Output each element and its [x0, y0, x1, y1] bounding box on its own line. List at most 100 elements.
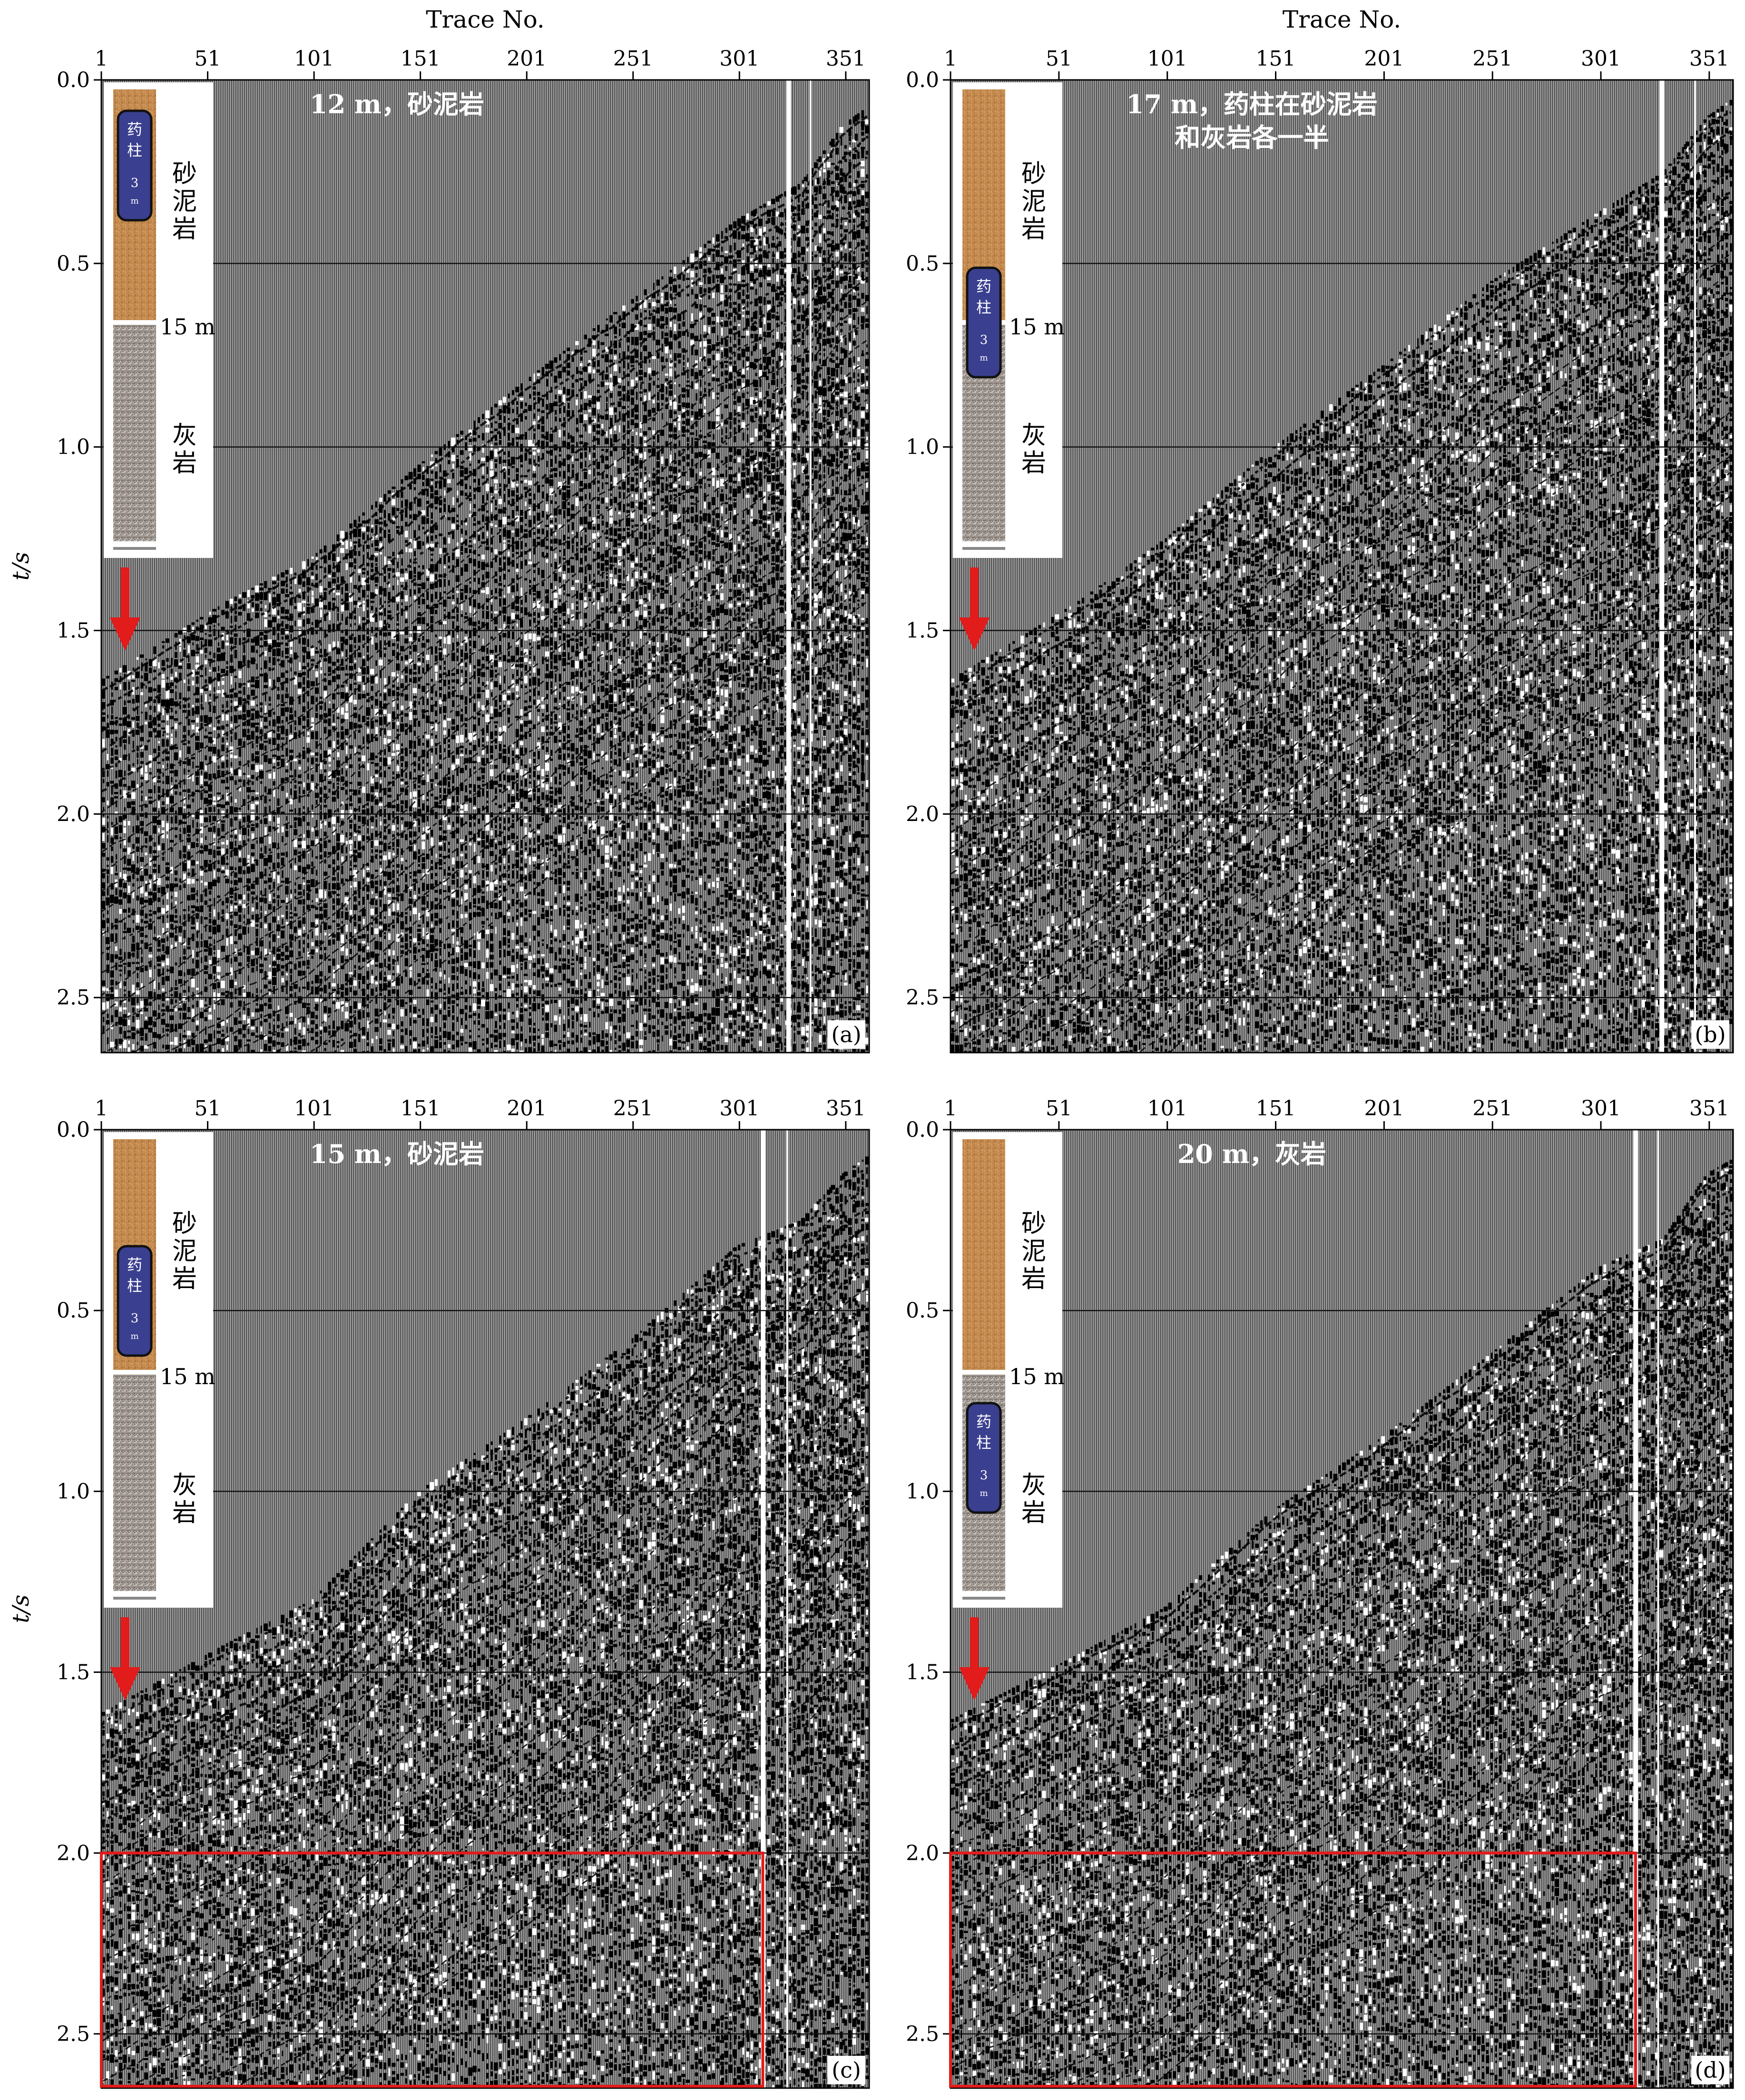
trace-dash: [374, 941, 379, 950]
trace-dash: [451, 805, 456, 811]
trace-dash: [430, 944, 434, 952]
trace-gap: [199, 1000, 204, 1008]
trace-dash: [371, 849, 373, 853]
trace-dash: [366, 1042, 370, 1046]
trace-dash: [366, 885, 370, 892]
trace-gap: [264, 612, 268, 617]
trace-gap: [461, 437, 463, 440]
trace-gap: [285, 922, 288, 925]
trace-dash: [145, 838, 147, 843]
trace-dash: [315, 741, 318, 749]
trace-dash: [208, 659, 212, 661]
trace-dash: [298, 1039, 302, 1044]
trace-dash: [528, 1018, 532, 1025]
trace-gap: [383, 689, 387, 692]
trace-dash: [511, 813, 514, 818]
trace-gap: [524, 819, 528, 823]
trace-dash: [328, 729, 332, 736]
trace-dash: [106, 953, 109, 960]
trace-dash: [439, 835, 442, 840]
trace-gap: [358, 1003, 361, 1009]
trace-dash: [465, 612, 467, 615]
trace-dash: [494, 429, 498, 431]
trace-dash: [405, 675, 408, 683]
trace-dash: [439, 853, 442, 857]
trace-dash: [495, 745, 497, 749]
trace-dash: [306, 893, 310, 900]
trace-dash: [367, 628, 369, 635]
trace-dash: [272, 597, 276, 606]
trace-dash: [477, 487, 481, 492]
trace-dash: [111, 706, 113, 714]
trace-dash: [256, 805, 258, 813]
trace-dash: [191, 888, 196, 893]
trace-dash: [213, 945, 216, 950]
trace-dash: [354, 623, 356, 625]
trace-dash: [246, 1039, 251, 1042]
trace-dash: [251, 1050, 255, 1053]
trace-dash: [281, 737, 284, 740]
trace-dash: [251, 796, 255, 801]
trace-dash: [469, 463, 471, 466]
trace-dash: [255, 680, 259, 688]
trace-dash: [148, 874, 152, 879]
trace-dash: [175, 731, 177, 738]
trace-dash: [490, 636, 493, 639]
trace-dash: [490, 431, 494, 433]
trace-dash: [208, 947, 212, 956]
trace-dash: [230, 915, 233, 919]
trace-dash: [529, 673, 531, 675]
trace-gap: [332, 983, 336, 987]
trace-dash: [247, 694, 250, 700]
trace-gap: [144, 722, 148, 724]
trace-dash: [456, 879, 459, 888]
trace-dash: [507, 557, 510, 566]
trace-dash: [375, 557, 378, 562]
trace-dash: [205, 667, 207, 676]
trace-gap: [405, 661, 408, 664]
trace-gap: [294, 865, 297, 870]
trace-dash: [218, 665, 220, 671]
trace-dash: [418, 1049, 421, 1053]
trace-gap: [179, 750, 182, 758]
trace-dash: [328, 624, 331, 633]
trace-gap: [422, 795, 425, 800]
trace-dash: [153, 728, 157, 733]
trace-dash: [153, 688, 157, 692]
trace-dash: [298, 856, 302, 862]
trace-dash: [238, 878, 242, 883]
trace-gap: [362, 1036, 366, 1039]
trace-dash: [422, 735, 424, 739]
trace-dash: [260, 890, 263, 895]
trace-dash: [290, 921, 293, 929]
trace-dash: [110, 730, 114, 734]
trace-gap: [161, 908, 166, 914]
trace-dash: [478, 635, 480, 638]
trace-dash: [195, 906, 200, 911]
trace-dash: [451, 448, 455, 452]
trace-dash: [478, 872, 480, 875]
trace-dash: [115, 737, 118, 742]
trace-dash: [122, 739, 127, 743]
trace-dash: [354, 841, 356, 849]
trace-dash: [337, 607, 339, 612]
trace-dash: [460, 552, 463, 555]
trace-dash: [371, 626, 373, 633]
trace-dash: [213, 705, 216, 713]
trace-dash: [260, 702, 263, 705]
trace-gap: [512, 595, 514, 598]
trace-dash: [499, 890, 502, 893]
trace-gap: [481, 705, 485, 711]
trace-gap: [426, 909, 430, 917]
trace-dash: [204, 1010, 208, 1012]
trace-dash: [302, 867, 306, 874]
trace-dash: [430, 493, 434, 499]
trace-dash: [332, 544, 336, 551]
trace-dash: [118, 920, 123, 923]
trace-dash: [511, 1038, 515, 1045]
trace-dash: [243, 637, 246, 641]
trace-dash: [290, 724, 293, 733]
trace-gap: [230, 967, 233, 976]
trace-dash: [465, 662, 467, 667]
trace-dash: [345, 553, 348, 559]
